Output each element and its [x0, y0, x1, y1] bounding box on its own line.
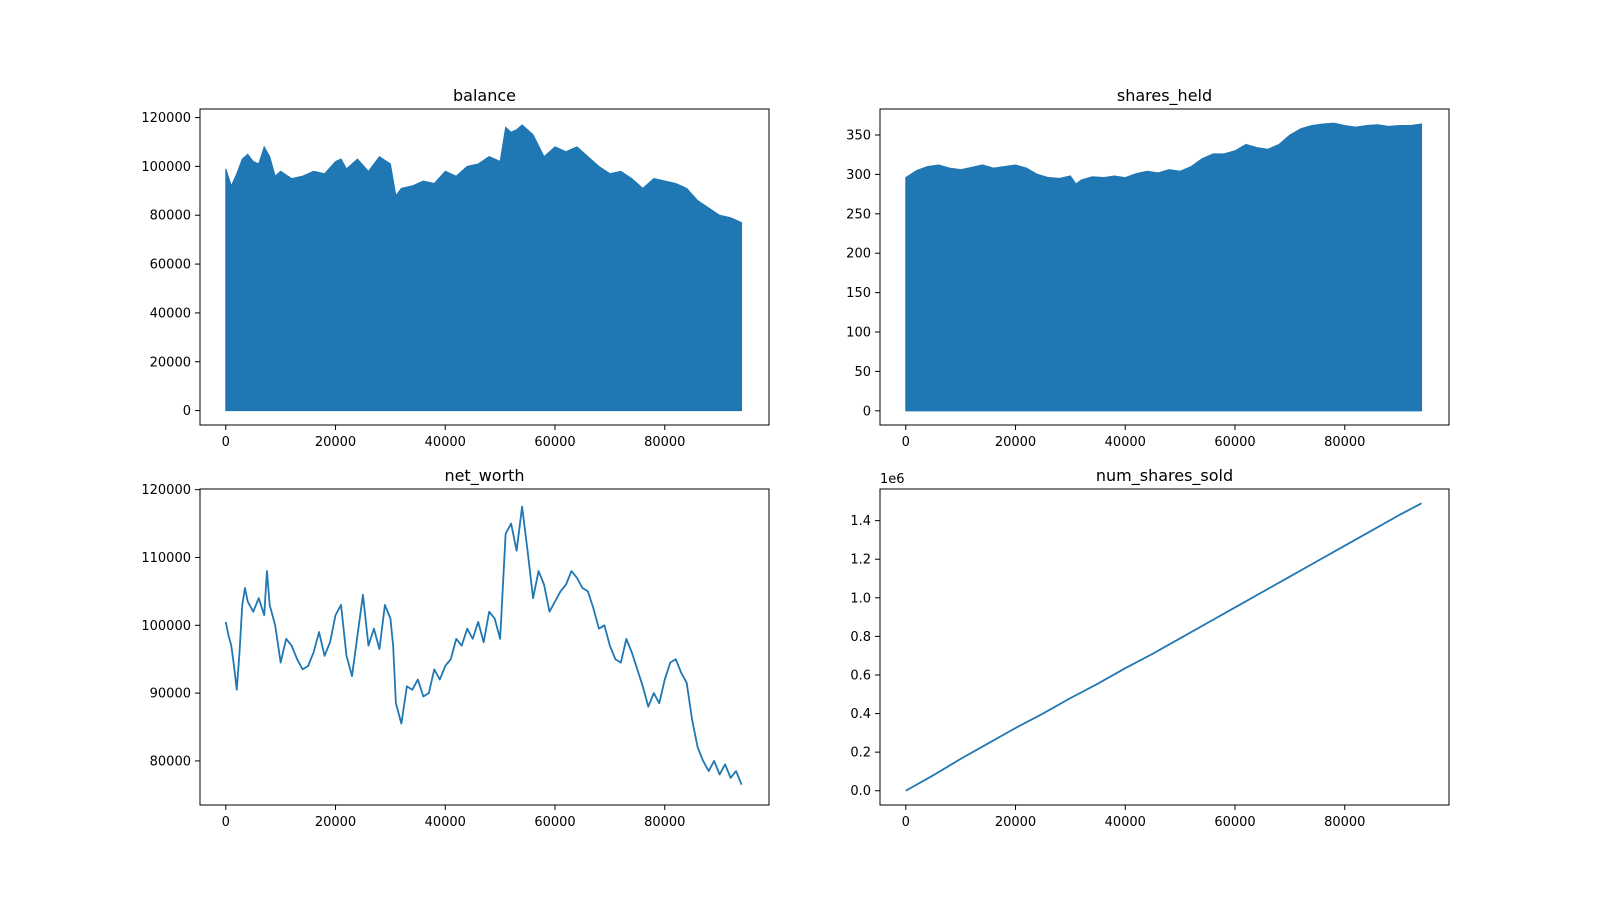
chart-balance: 0 20000 40000 60000 80000 0 20000 40000 60000 800… [141, 86, 770, 450]
balance-y-tick-label: 20000 [150, 355, 191, 370]
num-shares-sold-y-tick-label: 0.6 [850, 668, 871, 683]
shares-held-y-tick-label: 350 [846, 129, 871, 144]
net-worth-x-tick-label: 40000 [425, 815, 466, 830]
net-worth-y-tick-label: 110000 [141, 551, 191, 566]
shares-held-title: shares_held [1117, 86, 1212, 106]
num-shares-sold-y-tick-label: 1.4 [850, 514, 871, 529]
net-worth-axes-frame [199, 488, 770, 806]
shares-held-y-tick-label: 250 [846, 207, 871, 222]
num-shares-sold-y-tick-label: 1.0 [850, 591, 871, 606]
num-shares-sold-y-tick-label: 0.4 [850, 707, 871, 722]
shares-held-y-tick-label: 0 [863, 404, 871, 419]
shares-held-y-tick-label: 50 [854, 365, 871, 380]
net-worth-y-tick-label: 100000 [141, 619, 191, 634]
balance-y-tick-label: 40000 [150, 306, 191, 321]
balance-y-tick-label: 60000 [150, 258, 191, 273]
net-worth-line [224, 505, 743, 785]
balance-x-tick-label: 40000 [425, 435, 466, 450]
balance-x-tick-label: 0 [222, 435, 230, 450]
num-shares-sold-y-tick-label: 0.0 [850, 784, 871, 799]
shares-held-x-tick-label: 60000 [1214, 435, 1255, 450]
shares-held-x-tick-label: 80000 [1324, 435, 1365, 450]
net-worth-x-tick-label: 80000 [644, 815, 685, 830]
shares-held-y-tick-label: 150 [846, 286, 871, 301]
num-shares-sold-y-tick-label: 1.2 [850, 553, 871, 568]
net-worth-y-tick-label: 90000 [150, 687, 191, 702]
shares-held-x-tick-label: 0 [902, 435, 910, 450]
num-shares-sold-offset-label: 1e6 [880, 472, 905, 487]
net-worth-title: net_worth [444, 466, 524, 486]
balance-y-tick-label: 0 [183, 404, 191, 419]
num-shares-sold-title: num_shares_sold [1096, 466, 1233, 486]
num-shares-sold-x-tick-label: 80000 [1324, 815, 1365, 830]
balance-x-tick-label: 60000 [534, 435, 575, 450]
balance-area [225, 124, 743, 412]
shares-held-y-tick-label: 300 [846, 168, 871, 183]
shares-held-x-tick-label: 40000 [1105, 435, 1146, 450]
balance-axes-frame [199, 108, 770, 426]
num-shares-sold-x-tick-label: 40000 [1105, 815, 1146, 830]
net-worth-y-tick-label: 120000 [141, 483, 191, 498]
net-worth-x-tick-label: 20000 [315, 815, 356, 830]
num-shares-sold-x-tick-label: 60000 [1214, 815, 1255, 830]
shares-held-y-tick-label: 200 [846, 247, 871, 262]
num-shares-sold-axes-frame [879, 488, 1450, 806]
shares-held-axes-frame [879, 108, 1450, 426]
chart-shares-held: 0 20000 40000 60000 80000 0 50 100 150 200 250 300 3… [846, 86, 1450, 450]
num-shares-sold-y-tick-label: 0.8 [850, 630, 871, 645]
shares-held-y-tick-label: 100 [846, 326, 871, 341]
num-shares-sold-x-tick-label: 20000 [995, 815, 1036, 830]
num-shares-sold-y-tick-label: 0.2 [850, 746, 871, 761]
shares-held-area [905, 122, 1423, 412]
num-shares-sold-x-tick-label: 0 [902, 815, 910, 830]
net-worth-x-tick-label: 60000 [534, 815, 575, 830]
balance-y-tick-label: 80000 [150, 209, 191, 224]
balance-y-tick-label: 100000 [141, 160, 191, 175]
balance-y-tick-label: 120000 [141, 111, 191, 126]
balance-title: balance [453, 86, 516, 105]
num-shares-sold-line [905, 502, 1422, 792]
balance-x-tick-label: 80000 [644, 435, 685, 450]
chart-net-worth: 0 20000 40000 60000 80000 80000 90000 100000 110… [141, 466, 770, 830]
net-worth-x-tick-label: 0 [222, 815, 230, 830]
chart-num-shares-sold: 0 20000 40000 60000 80000 0.0 0.2 0.4 0.6 0.8 1.0 1… [850, 466, 1450, 830]
shares-held-x-tick-label: 20000 [995, 435, 1036, 450]
net-worth-y-tick-label: 80000 [150, 754, 191, 769]
balance-x-tick-label: 20000 [315, 435, 356, 450]
